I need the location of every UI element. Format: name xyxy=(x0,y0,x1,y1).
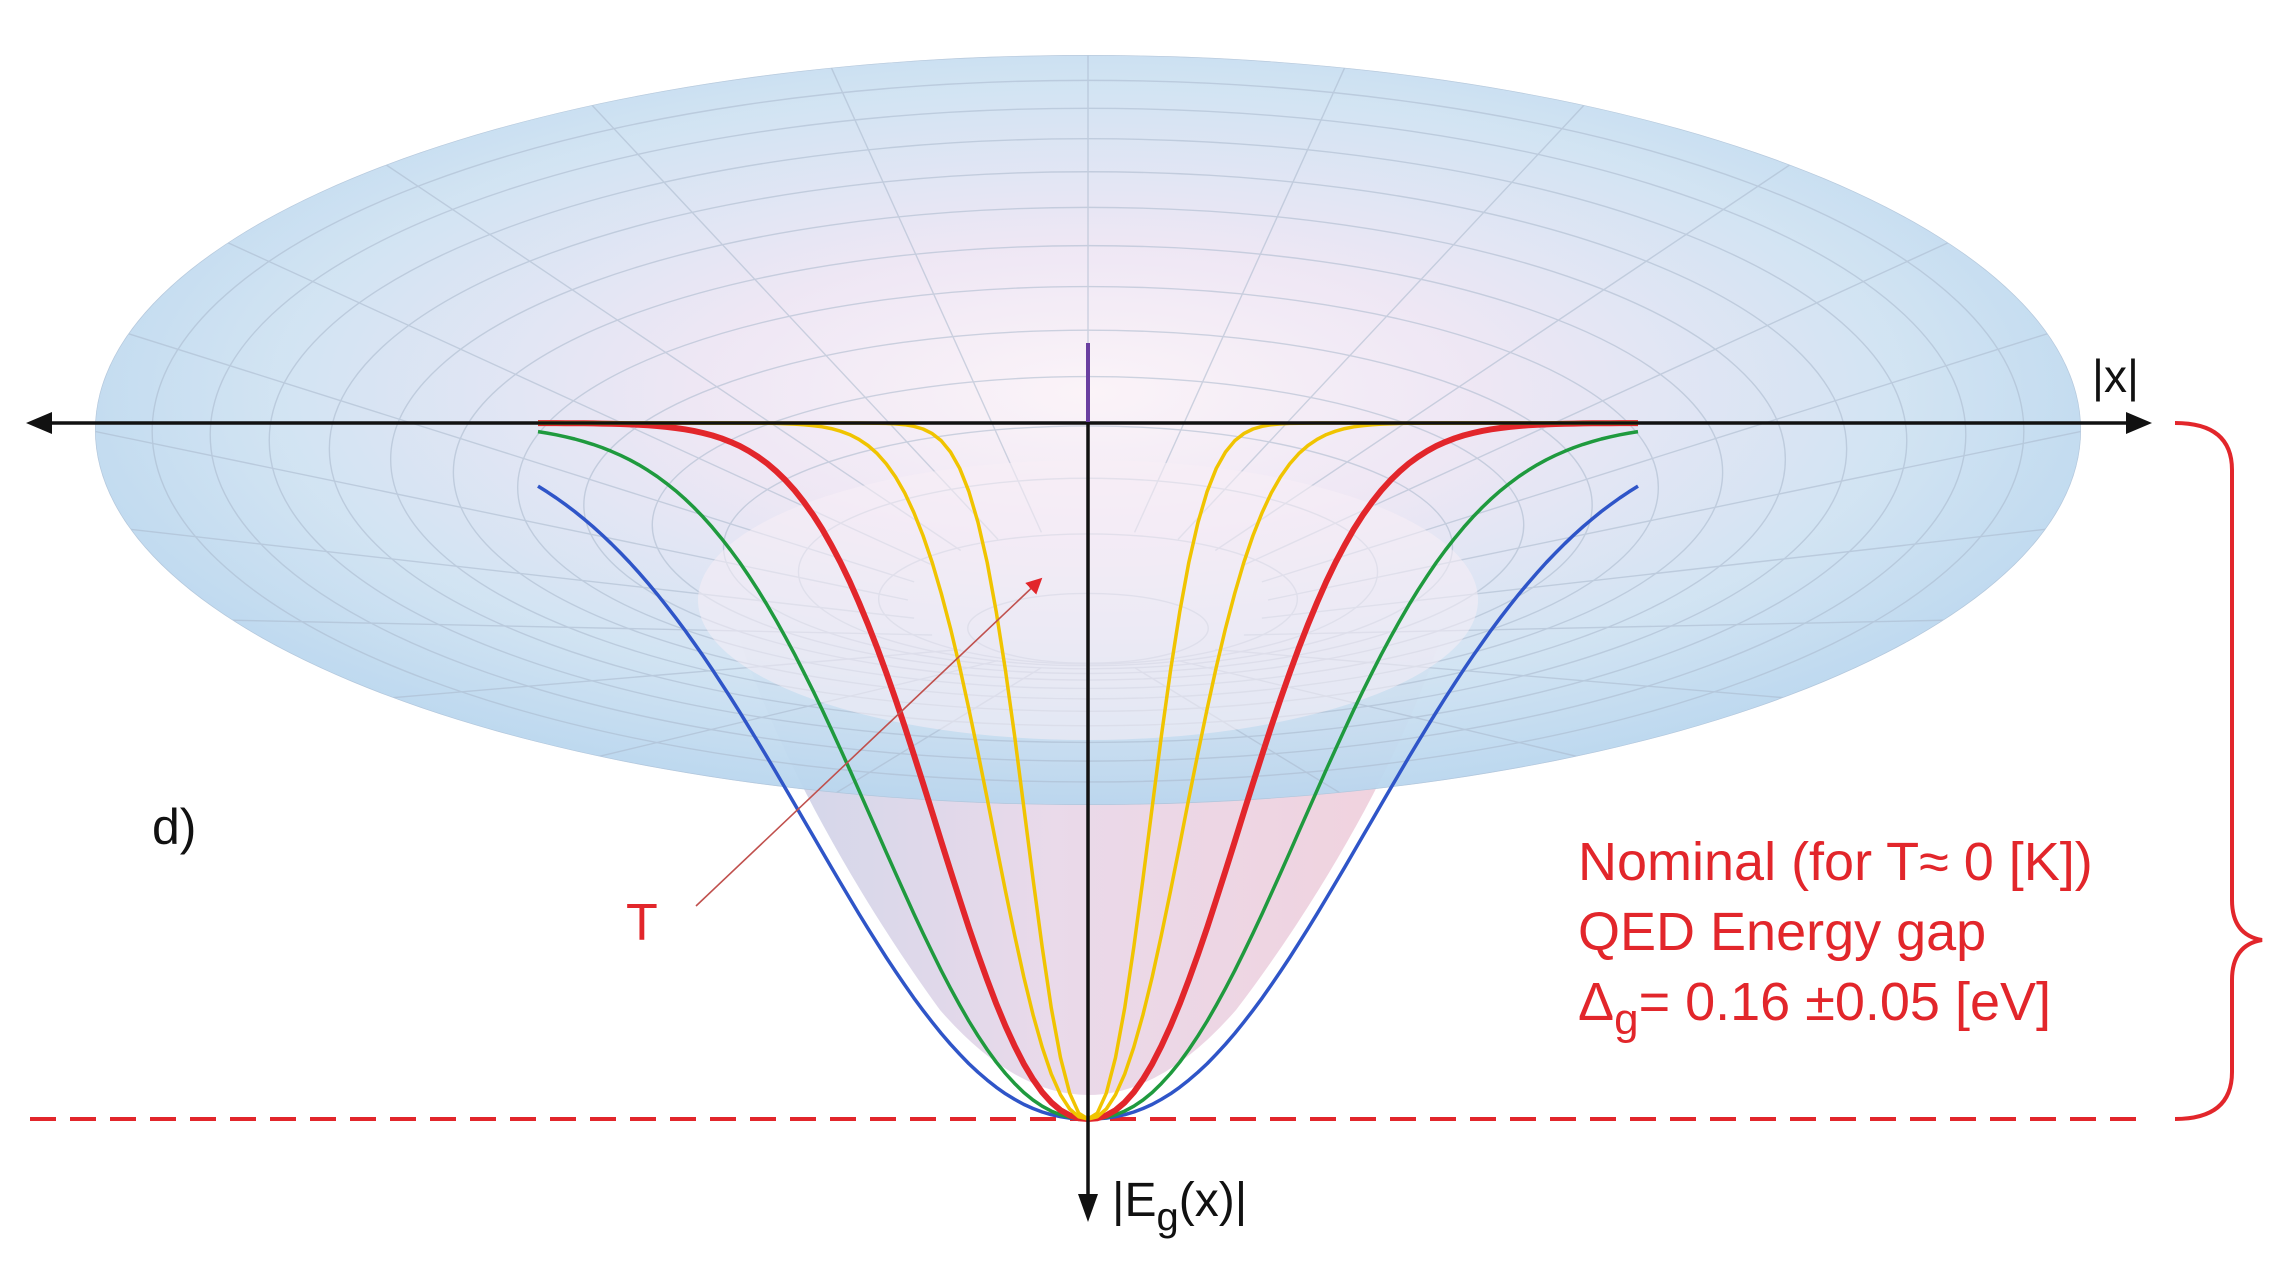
grid-spoke xyxy=(587,100,999,540)
gap-annotation: Nominal (for T≈ 0 [K]) QED Energy gap Δg… xyxy=(1578,832,2093,1044)
grid-spoke xyxy=(1177,100,1589,540)
grid-spoke xyxy=(828,62,1043,533)
temperature-label: T xyxy=(626,894,658,952)
temperature-arrow xyxy=(695,577,1043,907)
grid-spoke xyxy=(1133,62,1348,533)
panel-label: d) xyxy=(152,799,196,855)
x-axis-label: |x| xyxy=(2092,350,2139,402)
y-axis xyxy=(1078,343,1098,1222)
annotation-line3: Δg= 0.16 ±0.05 [eV] xyxy=(1578,972,2051,1044)
annotation-line1: Nominal (for T≈ 0 [K]) xyxy=(1578,832,2093,892)
gap-bracket xyxy=(2174,421,2263,1121)
annotation-line2: QED Energy gap xyxy=(1578,902,1986,962)
y-axis-label: |Eg(x)| xyxy=(1112,1174,1247,1239)
